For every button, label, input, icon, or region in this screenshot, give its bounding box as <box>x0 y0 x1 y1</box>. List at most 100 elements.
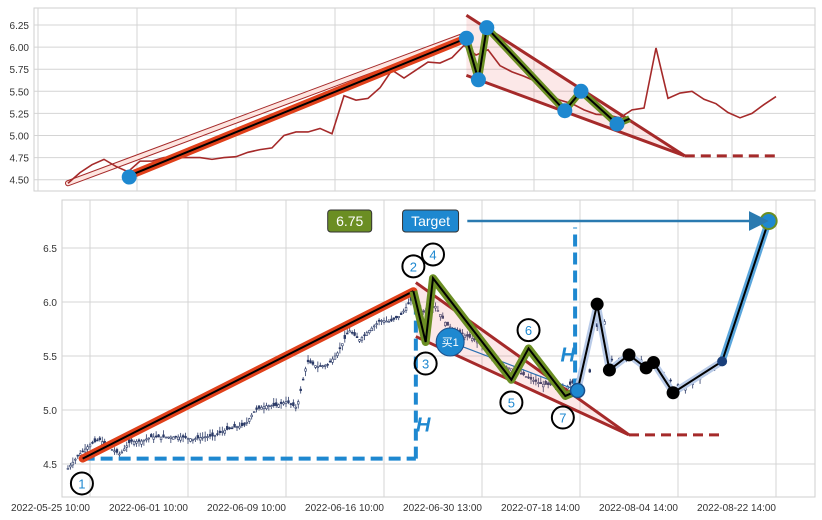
candle-body <box>346 332 349 335</box>
candle-body <box>546 382 550 385</box>
bottom-y-tick-label: 5.0 <box>43 406 57 417</box>
top-channel-inner <box>66 32 469 186</box>
candle-body <box>79 453 82 456</box>
candle-body <box>201 436 204 439</box>
candle-body <box>407 302 410 305</box>
candle-body <box>211 432 214 437</box>
candle-body <box>507 367 511 370</box>
candle-body <box>470 338 474 342</box>
point-label-circle <box>69 471 94 496</box>
candle-body <box>294 406 297 409</box>
candle-body <box>289 403 293 405</box>
candle-body <box>137 439 141 442</box>
breakout-marker <box>569 382 586 399</box>
candle-body <box>444 322 447 326</box>
candle-body <box>147 437 150 440</box>
projection-point <box>590 297 604 311</box>
candle-body <box>343 335 346 339</box>
candle-body <box>542 383 545 388</box>
candle-body <box>519 372 523 375</box>
candle-body <box>277 404 280 408</box>
candle-body <box>140 440 143 445</box>
candle-body <box>301 378 305 381</box>
candle-body <box>186 437 190 440</box>
candle-body <box>245 421 248 424</box>
candle-body <box>284 401 288 405</box>
candle-body <box>466 334 469 337</box>
candle-body <box>120 451 124 454</box>
candle-body <box>216 433 219 435</box>
projection-point <box>666 386 680 400</box>
candle-body <box>299 388 302 392</box>
candle-body <box>610 358 614 361</box>
candle-body <box>248 418 251 422</box>
point-label: 4 <box>429 247 436 262</box>
candle-body <box>194 438 197 440</box>
top-trend-leg-core <box>127 37 467 178</box>
top-pivot-marker <box>609 116 625 132</box>
candle-body <box>167 436 170 439</box>
point-label-circle <box>413 351 438 376</box>
top-pivot-marker <box>470 72 486 88</box>
bottom-x-tick-label: 2022-07-18 14:00 <box>501 503 580 514</box>
candle-body <box>213 434 217 437</box>
point-label-circle <box>499 390 524 415</box>
candle-body <box>69 464 72 468</box>
point-label-circle <box>516 318 541 343</box>
candle-body <box>203 436 207 439</box>
candle-body <box>130 439 133 442</box>
candle-body <box>223 429 226 434</box>
candle-body <box>93 438 97 443</box>
candle-body <box>306 359 310 363</box>
candle-body <box>390 318 393 322</box>
top-y-tick-label: 5.75 <box>10 65 30 76</box>
candle-body <box>76 454 79 457</box>
candle-body <box>341 343 344 347</box>
bottom-x-tick-label: 2022-06-09 10:00 <box>207 503 286 514</box>
candle-body <box>360 337 364 341</box>
candle-body <box>262 406 266 410</box>
top-pivot-marker <box>458 30 474 46</box>
candle-body <box>382 320 386 323</box>
candle-body <box>368 330 371 334</box>
top-y-tick-label: 5.00 <box>10 132 30 143</box>
candle-body <box>123 448 126 451</box>
candle-body <box>537 382 540 384</box>
candle-body <box>331 358 334 363</box>
candle-body <box>164 436 168 439</box>
candle-body <box>142 439 146 442</box>
candle-body <box>272 402 275 406</box>
candle-body <box>434 306 437 309</box>
candle-body <box>206 436 209 438</box>
candle-body <box>527 376 530 379</box>
candle-body <box>252 411 256 413</box>
candle-body <box>128 439 131 444</box>
candle-body <box>375 323 378 325</box>
trend-leg-core <box>82 290 414 460</box>
candle-body <box>228 427 231 430</box>
candle-body <box>159 436 163 441</box>
bottom-panel: 4.5 5.0 5.5 6.0 6.5 2022-05-25 10:00 2022-06-0… <box>11 199 816 514</box>
candle-body <box>179 436 182 441</box>
candle-body <box>118 453 121 456</box>
bottom-x-tick-label: 2022-05-25 10:00 <box>11 503 90 514</box>
candle-body <box>348 330 351 333</box>
candle-body <box>230 427 234 430</box>
candle-body <box>314 365 317 368</box>
candle-body <box>260 407 263 410</box>
candle-body <box>323 364 327 367</box>
candle-body <box>98 437 102 440</box>
point-label: 6 <box>525 323 532 338</box>
bottom-x-tick-label: 2022-06-16 10:00 <box>305 503 384 514</box>
top-y-tick-label: 6.25 <box>10 21 30 32</box>
candle-body <box>279 401 283 404</box>
candle-body <box>395 315 398 319</box>
candle-body <box>132 441 136 445</box>
point-label-circle <box>550 405 575 430</box>
candle-body <box>333 355 337 360</box>
candle-body <box>353 332 356 336</box>
top-price-line <box>67 44 777 184</box>
candle-body <box>181 435 185 438</box>
candle-body <box>66 468 70 470</box>
